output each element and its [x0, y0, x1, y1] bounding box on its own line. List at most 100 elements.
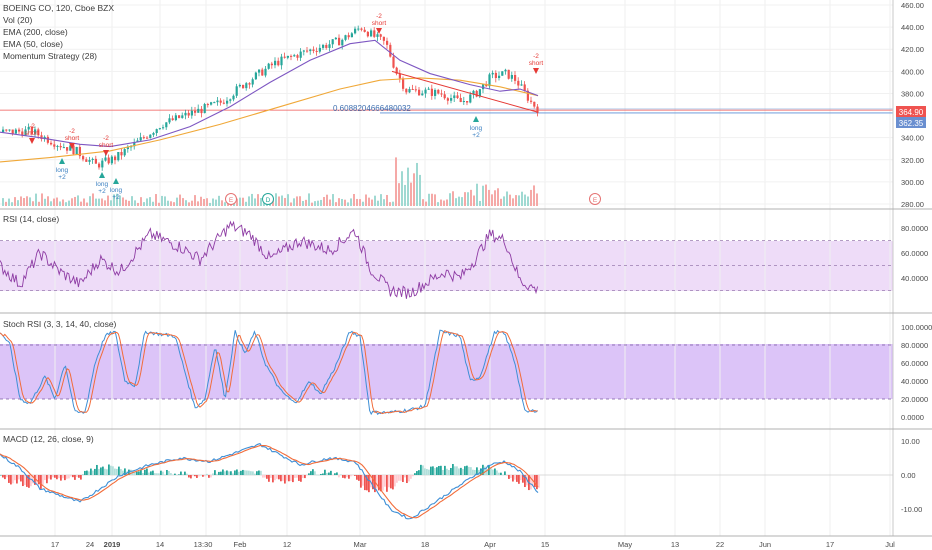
candle-body: [389, 44, 392, 57]
macd-tick-label: 0.00: [901, 471, 916, 480]
macd-hist-bar: [134, 471, 136, 475]
volume-bar: [200, 196, 202, 206]
candle-body: [200, 108, 203, 114]
candle-body: [110, 156, 113, 164]
macd-hist-bar: [458, 468, 460, 475]
time-tick-label: 2019: [104, 540, 121, 549]
event-circle[interactable]: [262, 193, 274, 205]
event-circle[interactable]: [589, 193, 601, 205]
event-circle[interactable]: [225, 193, 237, 205]
volume-bar: [308, 193, 310, 206]
candle-body: [27, 127, 30, 130]
macd-hist-bar: [472, 469, 474, 475]
volume-bar: [23, 198, 25, 206]
volume-bar: [431, 193, 433, 206]
macd-line: [0, 443, 539, 520]
macd-hist-bar: [302, 475, 304, 478]
volume-bar: [500, 198, 502, 206]
macd-hist-bar: [270, 475, 272, 478]
macd-hist-bar: [470, 467, 472, 475]
volume-bar: [80, 201, 82, 206]
macd-hist-bar: [318, 474, 320, 476]
macd-hist-bar: [278, 475, 280, 480]
candle-body: [309, 49, 312, 52]
candle-body: [328, 44, 331, 48]
volume-bar: [497, 188, 499, 206]
volume-bar: [323, 197, 325, 206]
signal-label: short: [372, 20, 387, 27]
macd-hist-bar: [230, 471, 232, 475]
candle-body: [437, 89, 440, 94]
macd-hist-bar: [56, 475, 58, 480]
volume-bar: [512, 198, 514, 206]
line-price-tag: [896, 117, 926, 128]
candle-body: [386, 40, 389, 45]
event-marker[interactable]: E: [225, 193, 237, 205]
candle-body: [302, 50, 305, 52]
volume-bar: [374, 195, 376, 206]
macd-hist-bar: [238, 471, 240, 475]
macd-hist-bar: [206, 473, 208, 475]
volume-bar: [158, 202, 160, 206]
candle-body: [402, 78, 405, 89]
macd-hist-bar: [454, 466, 456, 475]
arrow-down-icon: [69, 143, 75, 149]
arrow-down-icon: [103, 150, 109, 156]
candle-body: [152, 133, 155, 135]
rsi-tick-label: 60.0000: [901, 249, 928, 258]
candle-body: [126, 147, 129, 150]
candle-body: [235, 86, 238, 96]
candle-body: [514, 75, 517, 81]
candle-body: [94, 158, 97, 164]
macd-hist-bar: [24, 475, 26, 486]
candle-body: [293, 55, 296, 57]
macd-hist-bar: [200, 474, 202, 476]
macd-hist-bar: [210, 475, 212, 478]
macd-hist-bar: [250, 471, 252, 475]
candle-body: [510, 75, 513, 79]
macd-hist-bar: [290, 475, 292, 482]
macd-hist-bar: [468, 466, 470, 475]
volume-bar: [203, 198, 205, 206]
macd-hist-bar: [102, 466, 104, 475]
candle-body: [488, 74, 491, 87]
macd-hist-bar: [336, 472, 338, 475]
volume-bar: [536, 193, 538, 206]
volume-bar: [44, 198, 46, 206]
macd-signal-line: [0, 444, 539, 519]
macd-hist-bar: [214, 470, 216, 475]
macd-hist-bar: [434, 468, 436, 475]
event-label: E: [593, 197, 598, 204]
time-tick-label: 17: [51, 540, 59, 549]
candle-body: [85, 159, 88, 162]
last-price-tag: [896, 106, 926, 117]
macd-hist-bar: [296, 475, 298, 478]
macd-hist-bar: [368, 475, 370, 493]
volume-bar: [503, 196, 505, 206]
volume-bar: [47, 196, 49, 206]
candle-body: [251, 79, 254, 85]
candle-body: [379, 34, 382, 37]
candle-body: [482, 83, 485, 90]
macd-hist-bar: [86, 470, 88, 475]
macd-hist-bar: [430, 466, 432, 475]
macd-hist-bar: [144, 469, 146, 475]
stoch-tick-label: 60.0000: [901, 359, 928, 368]
candle-body: [533, 101, 536, 107]
volume-bar: [449, 193, 451, 206]
macd-hist-bar: [350, 475, 352, 477]
event-marker[interactable]: E: [589, 193, 601, 205]
macd-hist-bar: [516, 475, 518, 482]
signal-label: short: [529, 60, 544, 67]
volume-bar: [152, 201, 154, 206]
signal-long: long+2: [110, 178, 123, 201]
candle-body: [171, 118, 174, 121]
candle-body: [450, 98, 453, 101]
volume-bar: [464, 192, 466, 206]
volume-bar: [176, 197, 178, 206]
macd-hist-bar: [398, 475, 400, 481]
candle-body: [168, 118, 171, 123]
event-marker[interactable]: D: [262, 193, 274, 205]
